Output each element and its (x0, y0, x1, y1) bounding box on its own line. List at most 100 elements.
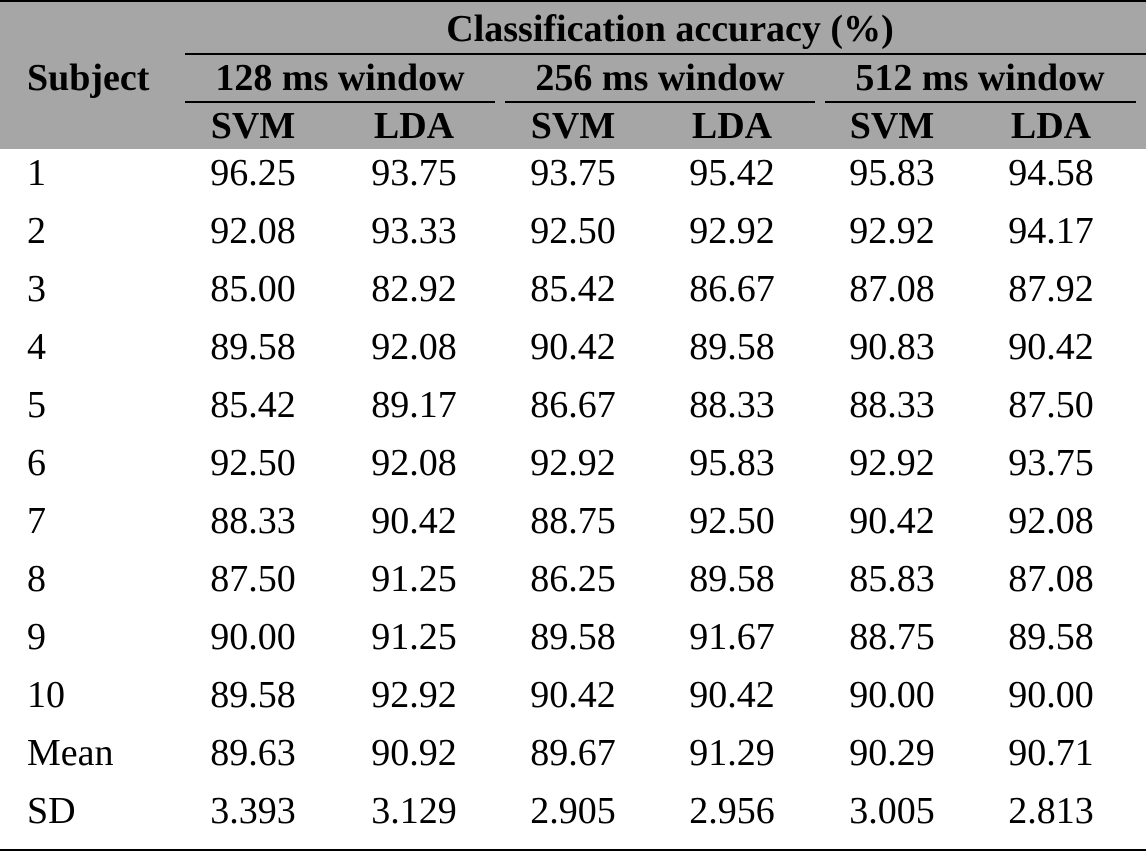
header-rule (185, 53, 1146, 55)
accuracy-cell: 92.50 (689, 500, 775, 542)
accuracy-cell: 93.75 (1008, 442, 1094, 484)
window-rule-128 (185, 101, 495, 103)
accuracy-cell: 93.75 (530, 152, 616, 194)
accuracy-cell: 90.29 (849, 732, 935, 774)
accuracy-cell: 92.08 (371, 442, 457, 484)
subject-cell: 4 (27, 326, 46, 368)
method-header: SVM (210, 105, 296, 147)
accuracy-cell: 89.67 (530, 732, 616, 774)
window-rule-512 (825, 101, 1136, 103)
accuracy-cell: 95.83 (849, 152, 935, 194)
accuracy-cell: 90.42 (530, 326, 616, 368)
accuracy-cell: 89.58 (530, 616, 616, 658)
subject-cell: 3 (27, 268, 46, 310)
table-row: Mean 89.63 90.92 89.67 91.29 90.29 90.71 (0, 731, 1146, 789)
accuracy-cell: 2.813 (1008, 790, 1094, 832)
subject-cell: 9 (27, 616, 46, 658)
table-row: 2 92.08 93.33 92.50 92.92 92.92 94.17 (0, 209, 1146, 267)
table-row: 3 85.00 82.92 85.42 86.67 87.08 87.92 (0, 267, 1146, 325)
method-header: LDA (1010, 105, 1092, 147)
accuracy-cell: 90.71 (1008, 732, 1094, 774)
accuracy-cell: 94.58 (1008, 152, 1094, 194)
accuracy-cell: 92.50 (530, 210, 616, 252)
subject-cell: SD (27, 790, 76, 832)
accuracy-cell: 89.58 (210, 326, 296, 368)
accuracy-cell: 92.92 (530, 442, 616, 484)
accuracy-cell: 93.75 (371, 152, 457, 194)
accuracy-cell: 92.92 (849, 210, 935, 252)
accuracy-cell: 89.17 (371, 384, 457, 426)
table-row: 6 92.50 92.08 92.92 95.83 92.92 93.75 (0, 441, 1146, 499)
accuracy-cell: 88.33 (210, 500, 296, 542)
accuracy-cell: 90.83 (849, 326, 935, 368)
accuracy-cell: 95.83 (689, 442, 775, 484)
accuracy-cell: 85.42 (530, 268, 616, 310)
subject-cell: 2 (27, 210, 46, 252)
accuracy-cell: 90.42 (689, 674, 775, 716)
subject-cell: 10 (27, 674, 65, 716)
table-row: 8 87.50 91.25 86.25 89.58 85.83 87.08 (0, 557, 1146, 615)
method-header: LDA (373, 105, 455, 147)
accuracy-cell: 88.75 (849, 616, 935, 658)
subject-cell: 1 (27, 152, 46, 194)
subject-cell: 6 (27, 442, 46, 484)
window-header-128: 128 ms window (215, 57, 465, 99)
accuracy-cell: 2.905 (530, 790, 616, 832)
accuracy-cell: 95.42 (689, 152, 775, 194)
accuracy-cell: 86.67 (689, 268, 775, 310)
accuracy-cell: 85.42 (210, 384, 296, 426)
accuracy-cell: 91.25 (371, 616, 457, 658)
accuracy-cell: 89.58 (689, 326, 775, 368)
accuracy-cell: 3.393 (210, 790, 296, 832)
accuracy-cell: 89.58 (1008, 616, 1094, 658)
accuracy-cell: 90.42 (371, 500, 457, 542)
method-header: SVM (849, 105, 935, 147)
accuracy-cell: 85.00 (210, 268, 296, 310)
accuracy-cell: 96.25 (210, 152, 296, 194)
method-header: SVM (530, 105, 616, 147)
accuracy-cell: 91.25 (371, 558, 457, 600)
group-title: Classification accuracy (%) (446, 8, 894, 50)
subject-cell: 7 (27, 500, 46, 542)
accuracy-cell: 2.956 (689, 790, 775, 832)
table-row: 9 90.00 91.25 89.58 91.67 88.75 89.58 (0, 615, 1146, 673)
accuracy-cell: 90.92 (371, 732, 457, 774)
subject-header: Subject (27, 57, 150, 99)
accuracy-cell: 90.42 (1008, 326, 1094, 368)
table-row: 4 89.58 92.08 90.42 89.58 90.83 90.42 (0, 325, 1146, 383)
accuracy-cell: 87.50 (210, 558, 296, 600)
accuracy-cell: 3.005 (849, 790, 935, 832)
accuracy-cell: 92.92 (849, 442, 935, 484)
accuracy-cell: 90.42 (849, 500, 935, 542)
window-header-256: 256 ms window (535, 57, 785, 99)
accuracy-cell: 86.67 (530, 384, 616, 426)
accuracy-cell: 90.42 (530, 674, 616, 716)
accuracy-cell: 88.33 (849, 384, 935, 426)
accuracy-cell: 92.08 (371, 326, 457, 368)
accuracy-cell: 89.58 (210, 674, 296, 716)
accuracy-cell: 87.08 (849, 268, 935, 310)
table-row: 7 88.33 90.42 88.75 92.50 90.42 92.08 (0, 499, 1146, 557)
method-header: LDA (691, 105, 773, 147)
accuracy-cell: 89.63 (210, 732, 296, 774)
accuracy-cell: 94.17 (1008, 210, 1094, 252)
accuracy-cell: 90.00 (210, 616, 296, 658)
accuracy-cell: 3.129 (371, 790, 457, 832)
accuracy-cell: 93.33 (371, 210, 457, 252)
accuracy-cell: 92.08 (1008, 500, 1094, 542)
accuracy-cell: 90.00 (849, 674, 935, 716)
accuracy-cell: 87.92 (1008, 268, 1094, 310)
accuracy-cell: 90.00 (1008, 674, 1094, 716)
accuracy-cell: 92.92 (371, 674, 457, 716)
accuracy-cell: 87.08 (1008, 558, 1094, 600)
accuracy-cell: 92.08 (210, 210, 296, 252)
accuracy-cell: 88.75 (530, 500, 616, 542)
window-rule-256 (505, 101, 815, 103)
accuracy-cell: 91.29 (689, 732, 775, 774)
table-header: Classification accuracy (%) Subject 128 … (0, 0, 1146, 149)
subject-cell: Mean (27, 732, 114, 774)
accuracy-cell: 91.67 (689, 616, 775, 658)
bottom-rule (0, 849, 1146, 851)
table-row: 1 96.25 93.75 93.75 95.42 95.83 94.58 (0, 151, 1146, 209)
accuracy-cell: 92.50 (210, 442, 296, 484)
